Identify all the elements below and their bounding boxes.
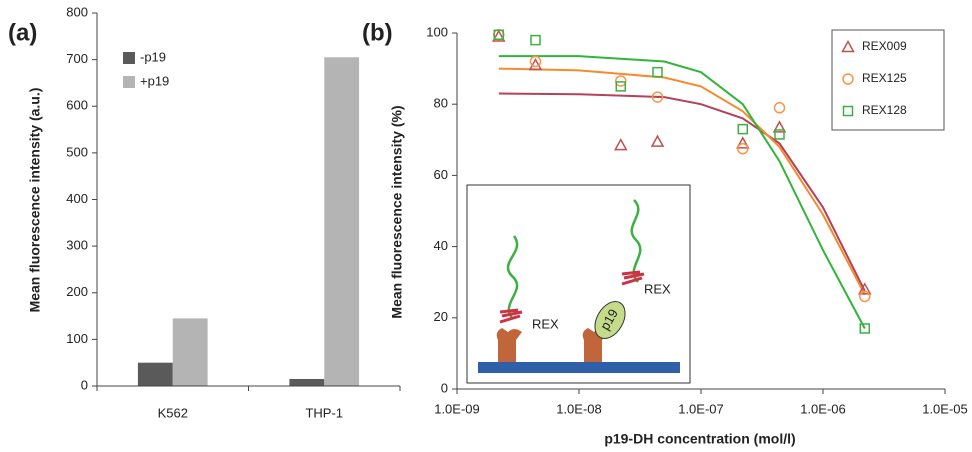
inset-diagram: REX REX p19 (466, 184, 691, 384)
marker (652, 66, 663, 78)
y-axis-label: Mean fluorescence intensity (%) (389, 105, 405, 318)
marker (492, 29, 506, 42)
y-tick-label: 0 (81, 377, 88, 392)
marker (614, 138, 628, 151)
x-tick-label: 1.0E-05 (922, 401, 968, 416)
y-tick-label: 800 (66, 4, 88, 19)
y-tick-label: 400 (66, 191, 88, 206)
y-axis-label: Mean fluorescence intensity (a.u.) (27, 88, 43, 313)
x-axis-label: p19-DH concentration (mol/l) (604, 431, 795, 447)
inset-label: REX (532, 316, 559, 331)
y-tick-label: 600 (66, 98, 88, 113)
marker (737, 142, 749, 155)
marker (528, 57, 543, 71)
y-tick-label: 500 (66, 144, 88, 159)
marker (615, 75, 627, 87)
y-tick-label: 0 (441, 380, 448, 395)
inset-label: REX (644, 281, 671, 296)
y-tick-label: 700 (66, 51, 88, 66)
marker (615, 81, 627, 92)
y-tick-label: 200 (66, 284, 88, 299)
x-tick-label: THP-1 (305, 405, 343, 420)
bar (289, 379, 325, 386)
x-tick-label: 1.0E-07 (678, 401, 724, 416)
marker (842, 73, 854, 85)
x-tick-label: 1.0E-06 (800, 401, 846, 416)
marker (650, 134, 665, 147)
marker (859, 323, 871, 334)
bar (172, 318, 208, 386)
helix (499, 308, 523, 324)
surface (478, 362, 680, 373)
legend-label: +p19 (140, 73, 169, 88)
x-tick-label: 1.0E-08 (556, 401, 602, 416)
legend-label: REX009 (862, 39, 907, 53)
legend-swatch (123, 52, 135, 64)
y-tick-label: 60 (434, 167, 448, 182)
marker (774, 129, 785, 140)
x-tick-label: K562 (158, 405, 188, 420)
y-tick-label: 100 (66, 331, 88, 346)
y-tick-label: 300 (66, 238, 88, 253)
anchor (496, 328, 522, 362)
bar (324, 57, 360, 386)
y-tick-label: 80 (434, 96, 448, 111)
marker (736, 136, 750, 149)
marker (737, 123, 749, 135)
y-tick-label: 40 (434, 238, 448, 253)
x-tick-label: 1.0E-09 (434, 401, 480, 416)
marker (842, 105, 854, 117)
y-tick-label: 20 (434, 309, 448, 324)
marker (858, 282, 872, 295)
y-tick-label: 100 (426, 24, 448, 39)
marker (493, 29, 505, 41)
marker (530, 34, 541, 46)
legend-label: -p19 (140, 49, 166, 64)
protein (594, 301, 626, 339)
legend-label: REX128 (862, 103, 907, 117)
marker (651, 91, 664, 103)
strand (506, 235, 519, 319)
panel-label: (a) (8, 19, 37, 46)
legend-label: REX125 (862, 71, 907, 85)
marker (859, 290, 871, 303)
marker (841, 39, 855, 53)
marker (529, 55, 542, 68)
fit-line (498, 92, 866, 292)
fit-line (498, 55, 866, 329)
fit-line (498, 67, 866, 296)
marker (773, 102, 786, 114)
marker (772, 120, 787, 133)
helix (621, 270, 645, 286)
panel-label: (b) (362, 19, 393, 46)
legend-swatch (123, 76, 135, 88)
bar (137, 362, 173, 386)
strand (630, 199, 642, 283)
